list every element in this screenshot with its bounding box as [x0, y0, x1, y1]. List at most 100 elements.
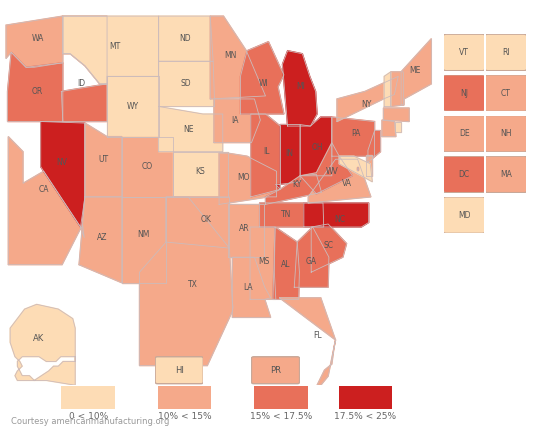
Text: AK: AK	[33, 333, 45, 343]
Text: SD: SD	[181, 79, 191, 89]
Polygon shape	[6, 16, 63, 67]
Text: OK: OK	[201, 215, 212, 224]
Text: IL: IL	[264, 147, 270, 156]
Text: 17.5% < 25%: 17.5% < 25%	[334, 412, 396, 421]
Text: MA: MA	[500, 170, 512, 179]
Polygon shape	[219, 153, 277, 205]
Text: ND: ND	[179, 34, 191, 43]
Polygon shape	[140, 197, 233, 366]
FancyBboxPatch shape	[485, 75, 527, 111]
Polygon shape	[9, 137, 84, 265]
Bar	[61, 386, 115, 409]
Polygon shape	[214, 99, 261, 143]
Text: VT: VT	[459, 48, 469, 57]
Bar	[254, 386, 308, 409]
Text: TN: TN	[281, 211, 292, 220]
Text: NE: NE	[184, 125, 194, 134]
Text: HI: HI	[175, 366, 184, 375]
Polygon shape	[395, 122, 401, 132]
Polygon shape	[382, 120, 396, 137]
Text: IN: IN	[285, 149, 293, 158]
Polygon shape	[41, 122, 85, 227]
Text: KS: KS	[195, 167, 205, 176]
Text: LA: LA	[243, 283, 253, 292]
Text: NY: NY	[361, 101, 372, 110]
Polygon shape	[240, 42, 284, 114]
Text: OR: OR	[32, 87, 43, 96]
Polygon shape	[401, 39, 431, 105]
Text: SC: SC	[324, 241, 334, 250]
FancyBboxPatch shape	[251, 357, 300, 383]
Polygon shape	[300, 117, 332, 176]
Text: OH: OH	[311, 143, 323, 152]
Text: AR: AR	[239, 224, 249, 233]
Polygon shape	[63, 16, 159, 84]
Text: 15% < 17.5%: 15% < 17.5%	[250, 412, 312, 421]
Text: NV: NV	[56, 158, 67, 167]
Text: GA: GA	[305, 257, 317, 266]
Text: PR: PR	[270, 366, 281, 375]
Text: MI: MI	[296, 83, 305, 92]
Text: Courtesy americanmanufacturing.org: Courtesy americanmanufacturing.org	[11, 417, 169, 426]
Text: 0 < 10%: 0 < 10%	[68, 412, 108, 421]
Bar	[157, 386, 211, 409]
Polygon shape	[357, 167, 358, 170]
Text: WI: WI	[258, 79, 268, 89]
Bar	[339, 386, 393, 409]
Polygon shape	[339, 156, 372, 182]
FancyBboxPatch shape	[443, 75, 485, 111]
Text: PA: PA	[351, 129, 361, 138]
Text: UT: UT	[98, 155, 109, 164]
Polygon shape	[232, 257, 271, 318]
Text: NM: NM	[137, 230, 149, 239]
Text: MO: MO	[237, 173, 250, 182]
Polygon shape	[384, 108, 409, 122]
Text: IA: IA	[232, 116, 239, 125]
Polygon shape	[273, 227, 300, 299]
Polygon shape	[332, 117, 374, 156]
Text: TX: TX	[188, 280, 198, 289]
Polygon shape	[159, 107, 223, 152]
Text: FL: FL	[313, 331, 322, 340]
Text: MN: MN	[224, 51, 236, 60]
Polygon shape	[368, 131, 380, 162]
Polygon shape	[259, 203, 324, 227]
Polygon shape	[210, 16, 265, 99]
Polygon shape	[308, 159, 371, 203]
Polygon shape	[282, 51, 317, 126]
Text: AL: AL	[281, 260, 290, 269]
Text: DC: DC	[458, 170, 470, 179]
Polygon shape	[122, 197, 166, 283]
Polygon shape	[300, 143, 353, 194]
Text: DE: DE	[459, 129, 469, 138]
Polygon shape	[228, 205, 264, 257]
Polygon shape	[276, 125, 300, 189]
Text: CT: CT	[501, 89, 511, 98]
Text: KY: KY	[292, 180, 301, 189]
Text: NJ: NJ	[460, 89, 468, 98]
Polygon shape	[159, 16, 213, 61]
Text: ID: ID	[77, 79, 85, 89]
FancyBboxPatch shape	[485, 116, 527, 152]
Text: VA: VA	[341, 179, 351, 188]
Text: ME: ME	[409, 66, 421, 75]
Text: MD: MD	[458, 211, 470, 220]
Polygon shape	[159, 61, 215, 107]
Polygon shape	[366, 155, 372, 176]
Polygon shape	[79, 197, 122, 283]
FancyBboxPatch shape	[485, 156, 527, 193]
Text: NH: NH	[500, 129, 511, 138]
Polygon shape	[166, 197, 230, 248]
Text: 10% < 15%: 10% < 15%	[158, 412, 211, 421]
Polygon shape	[251, 114, 280, 197]
Text: CO: CO	[142, 162, 153, 171]
Polygon shape	[122, 137, 173, 197]
Polygon shape	[337, 76, 398, 122]
Text: WY: WY	[127, 102, 139, 111]
Text: AZ: AZ	[97, 233, 107, 242]
Text: WV: WV	[325, 167, 338, 176]
Polygon shape	[62, 16, 107, 122]
Polygon shape	[85, 123, 122, 197]
Text: NC: NC	[334, 215, 346, 224]
FancyBboxPatch shape	[443, 116, 485, 152]
